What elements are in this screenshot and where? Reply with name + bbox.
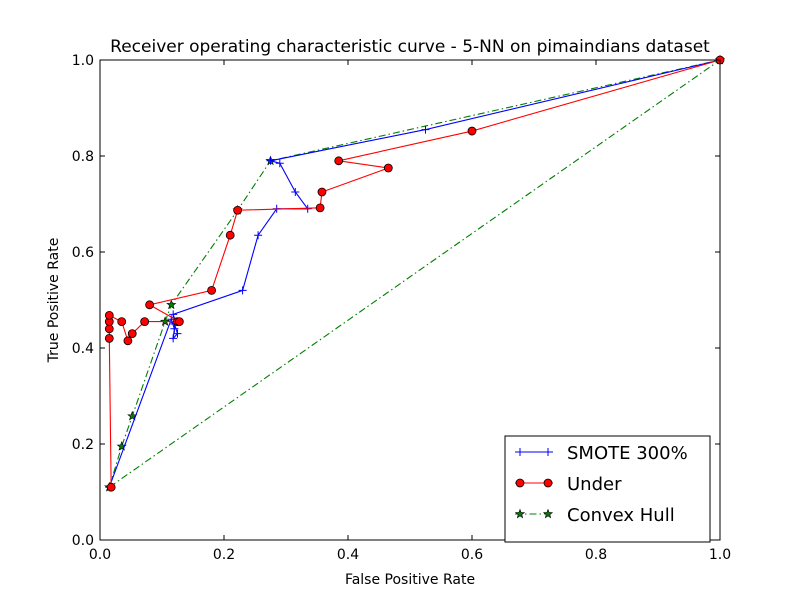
data-point-smote-300 [254,231,263,240]
data-point-under [117,317,127,327]
y-tick-label: 0.8 [72,149,94,165]
data-point-under [233,205,243,215]
data-point-under [174,317,184,327]
data-point-under [104,333,114,343]
data-point-smote-300 [266,156,275,165]
data-point-under [334,156,344,166]
x-tick-label: 0.4 [337,547,359,563]
series-layer [104,54,726,492]
legend-marker [514,508,526,519]
x-tick-label: 0.6 [461,547,483,563]
legend-item-convex-hull: Convex Hull [514,505,675,526]
data-point-under [467,126,477,136]
data-point-under [127,329,137,339]
data-point-smote-300 [238,286,247,295]
legend-label: Under [567,474,622,495]
ticks-layer: 0.0 0.2 0.4 0.6 0.8 1.0 0.0 0.2 0.4 0.6 0.8 1.0 [72,53,731,563]
data-point-under [317,187,327,197]
legend-items: SMOTE 300% Under Convex Hull [514,443,688,526]
data-point-under [140,317,150,327]
series-smote-300 [105,56,724,492]
legend-label: Convex Hull [567,505,675,526]
legend-marker [516,448,524,456]
data-point-under [145,300,155,310]
data-point-under [207,285,217,295]
legend-marker [543,478,553,488]
data-point-under [104,310,114,320]
legend-label: SMOTE 300% [567,443,688,464]
data-point-under [315,203,325,213]
legend: SMOTE 300% Under Convex Hull [504,435,711,543]
data-point-under [106,482,116,492]
data-point-smote-300 [169,310,178,319]
legend-item-under: Under [515,474,622,495]
data-point-smote-300 [275,159,284,168]
legend-box [504,435,711,543]
data-point-under [123,336,133,346]
chart-title: Receiver operating characteristic curve … [110,37,710,57]
data-point-smote-300 [421,125,430,134]
legend-marker [515,478,525,488]
data-point-smote-300 [291,188,300,196]
legend-marker [544,448,552,456]
data-point-under [225,230,235,240]
legend-item-smote-300: SMOTE 300% [515,443,688,464]
y-tick-label: 1.0 [72,53,94,69]
y-axis-label: True Positive Rate [46,238,62,364]
x-axis-label: False Positive Rate [345,572,475,588]
x-tick-label: 0.2 [213,547,235,563]
x-tick-label: 0.8 [585,547,607,563]
y-tick-label: 0.4 [72,341,94,357]
y-tick-label: 0.6 [72,245,94,261]
x-tick-label: 1.0 [709,547,731,563]
series-under [104,55,725,492]
data-point-smote-300 [173,329,182,338]
y-tick-label: 0.2 [72,437,94,453]
legend-marker [542,508,554,519]
plot-frame [99,59,721,541]
data-point-under [383,163,393,173]
y-tick-label: 0.0 [72,533,94,549]
data-point-smote-300 [169,334,178,343]
x-tick-label: 0.0 [89,547,111,563]
data-point-convex-hull [166,299,177,310]
